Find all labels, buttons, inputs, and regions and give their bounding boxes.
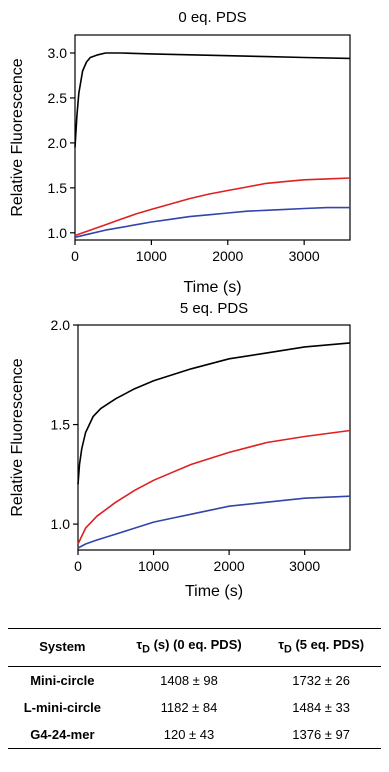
panel1-y-tick-label: 2.5 bbox=[48, 90, 68, 106]
panel2-y-axis-title: Relative Fluorescence bbox=[9, 358, 26, 516]
results-table: System τD (s) (0 eq. PDS) τD (5 eq. PDS)… bbox=[8, 628, 381, 749]
panel1-x-axis-title: Time (s) bbox=[183, 279, 241, 296]
panel1-y-tick-label: 1.0 bbox=[48, 225, 68, 241]
panel1-chart-title: 0 eq. PDS bbox=[178, 9, 246, 26]
panel2-series-line-2 bbox=[77, 429, 351, 545]
cell-system: Mini-circle bbox=[30, 672, 95, 688]
panel2-x-tick-label: 3000 bbox=[289, 558, 320, 574]
panel1-x-tick-label: 1000 bbox=[136, 248, 167, 264]
panel1-x-tick-label: 3000 bbox=[289, 248, 320, 264]
header-system: System bbox=[8, 628, 117, 667]
tau-symbol: τ bbox=[278, 637, 284, 652]
tau-symbol: τ bbox=[136, 637, 143, 652]
panel2-x-tick-label: 1000 bbox=[138, 558, 169, 574]
panel2-x-axis-title: Time (s) bbox=[185, 583, 243, 600]
panel1-y-axis-title: Relative Fluorescence bbox=[9, 58, 26, 216]
panel1-y-tick-label: 2.0 bbox=[48, 135, 68, 151]
panel1-x-tick-label: 0 bbox=[71, 248, 79, 264]
panel2-series-line-3 bbox=[77, 495, 351, 549]
header-tau-0eq: τD (s) (0 eq. PDS) bbox=[116, 628, 262, 667]
panel2-x-tick-label: 0 bbox=[74, 558, 82, 574]
table-row: Mini-circle 1408 ± 98 1732 ± 26 bbox=[8, 666, 381, 694]
cell-tau-0eq: 1182 ± 84 bbox=[160, 699, 218, 715]
panel1-series-line-2 bbox=[74, 177, 351, 237]
header-tau-5eq-rest: (5 eq. PDS) bbox=[291, 637, 365, 652]
cell-tau-0eq: 1408 ± 98 bbox=[160, 672, 218, 688]
cell-tau-5eq: 1484 ± 33 bbox=[292, 699, 351, 715]
panel1-series-line-1 bbox=[74, 52, 351, 148]
panel1-plot-frame bbox=[74, 34, 351, 241]
panel2-y-tick-label: 1.5 bbox=[51, 417, 71, 433]
table-header-row: System τD (s) (0 eq. PDS) τD (5 eq. PDS) bbox=[8, 628, 381, 667]
tau-subscript: D bbox=[142, 643, 150, 656]
panel2-x-tick-label: 2000 bbox=[214, 558, 245, 574]
cell-tau-5eq: 1376 ± 97 bbox=[261, 720, 381, 749]
panel1-x-tick-label: 2000 bbox=[212, 248, 243, 264]
cell-system: G4-24-mer bbox=[8, 720, 117, 749]
header-tau-5eq: τD (5 eq. PDS) bbox=[261, 628, 381, 667]
panel2-chart-title: 5 eq. PDS bbox=[180, 300, 248, 317]
cell-tau-5eq: 1732 ± 26 bbox=[292, 672, 351, 688]
table-row: G4-24-mer 120 ± 43 1376 ± 97 bbox=[8, 720, 381, 749]
cell-tau-0eq: 120 ± 43 bbox=[116, 720, 262, 749]
tau-subscript: D bbox=[284, 643, 292, 656]
panel2-y-tick-label: 2.0 bbox=[51, 317, 71, 333]
header-tau-0eq-rest: (s) (0 eq. PDS) bbox=[149, 637, 242, 652]
panel2-plot-frame bbox=[77, 324, 351, 551]
panel1-series-line-3 bbox=[74, 206, 350, 239]
panel2-series-line-1 bbox=[77, 342, 351, 485]
cell-system: L-mini-circle bbox=[23, 699, 102, 715]
charts-figure: 0 1000 2000 3000 1.0 1.5 2.0 2.5 3.0 0 eq. PDS Tim… bbox=[9, 9, 351, 600]
panel1-y-tick-label: 3.0 bbox=[48, 45, 68, 61]
panel1-y-tick-label: 1.5 bbox=[48, 180, 68, 196]
table-row: L-mini-circle 1182 ± 84 1484 ± 33 bbox=[8, 694, 381, 721]
panel2-y-tick-label: 1.0 bbox=[51, 516, 71, 532]
